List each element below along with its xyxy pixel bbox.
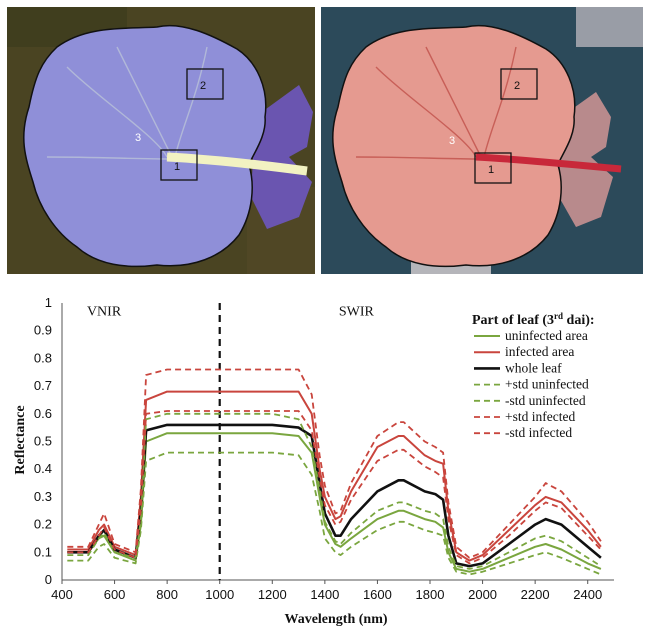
series-line-7 — [67, 410, 602, 565]
x-axis-title: Wavelength (nm) — [284, 612, 387, 627]
leaf-blade — [332, 24, 576, 268]
legend-title: Part of leaf (3rd dai): — [472, 311, 595, 328]
series-lines — [67, 368, 602, 576]
y-tick-label: 0.6 — [34, 406, 52, 421]
marker-label: 2 — [514, 80, 520, 92]
x-tick-label: 1800 — [416, 587, 445, 602]
marker-label: 1 — [488, 164, 494, 176]
y-axis-title: Reflectance — [13, 405, 28, 474]
legend-label: -std infected — [505, 425, 572, 440]
marker-box-1: 1 — [474, 152, 512, 184]
legend-label: +std uninfected — [505, 377, 589, 392]
series-line-6 — [67, 368, 602, 559]
y-tick-label: 0.3 — [34, 489, 52, 504]
y-tick-label: 0.1 — [34, 544, 52, 559]
x-tick-label: 1000 — [205, 587, 234, 602]
x-tick-label: 2000 — [468, 587, 497, 602]
marker-label: 3 — [449, 135, 455, 147]
legend: Part of leaf (3rd dai): uninfected areai… — [472, 311, 595, 440]
leaf-veins — [355, 46, 517, 160]
marker-box-2: 2 — [500, 68, 538, 100]
y-tick-label: 0.9 — [34, 323, 52, 338]
y-tick-label: 0.5 — [34, 434, 52, 449]
marker-point-3: 3 — [135, 132, 141, 144]
marker-point-3: 3 — [449, 135, 455, 147]
marker-label: 2 — [200, 80, 206, 92]
region-label-vnir: VNIR — [87, 304, 122, 319]
marker-box-1: 1 — [160, 149, 198, 181]
region-label-swir: SWIR — [339, 304, 375, 319]
y-tick-label: 1 — [45, 295, 52, 310]
marker-label: 1 — [174, 161, 180, 173]
legend-label: uninfected area — [505, 328, 588, 343]
y-tick-label: 0.2 — [34, 517, 52, 532]
leaf-midrib — [166, 152, 308, 176]
series-line-5 — [67, 451, 602, 576]
legend-label: infected area — [505, 344, 574, 359]
x-tick-label: 600 — [104, 587, 126, 602]
vnir-leaf-image: 1 2 3 — [7, 7, 315, 274]
legend-label: whole leaf — [505, 360, 562, 375]
x-axis-ticks: 400 600 800 1000 1200 1400 1600 1800 2000 2200 240… — [51, 580, 602, 602]
petiole-leaf-part — [251, 85, 313, 229]
marker-label: 3 — [135, 132, 141, 144]
x-tick-label: 1200 — [258, 587, 287, 602]
y-tick-label: 0.8 — [34, 350, 52, 365]
y-tick-label: 0 — [45, 572, 52, 587]
legend-label: +std infected — [505, 409, 575, 424]
marker-box-2: 2 — [186, 68, 224, 100]
swir-leaf-image: 1 2 3 — [321, 7, 643, 274]
x-tick-label: 400 — [51, 587, 73, 602]
legend-label: -std uninfected — [505, 393, 586, 408]
x-tick-label: 2200 — [521, 587, 550, 602]
x-tick-label: 1600 — [363, 587, 392, 602]
leaf-blade — [23, 24, 267, 268]
leaf-midrib — [475, 153, 622, 173]
reflectance-chart: 0 0.1 0.2 0.3 0.4 0.5 0.6 0.7 0.8 0.9 1 400 600 800 1… — [13, 295, 614, 627]
series-line-3 — [67, 423, 602, 568]
y-axis-ticks: 0 0.1 0.2 0.3 0.4 0.5 0.6 0.7 0.8 0.9 1 — [34, 295, 52, 587]
x-tick-label: 2400 — [573, 587, 602, 602]
image-background-spot — [576, 7, 643, 47]
series-line-4 — [67, 412, 602, 570]
x-tick-label: 1400 — [310, 587, 339, 602]
x-tick-label: 800 — [156, 587, 178, 602]
y-tick-label: 0.4 — [34, 461, 52, 476]
y-tick-label: 0.7 — [34, 378, 52, 393]
leaf-veins — [46, 46, 208, 160]
